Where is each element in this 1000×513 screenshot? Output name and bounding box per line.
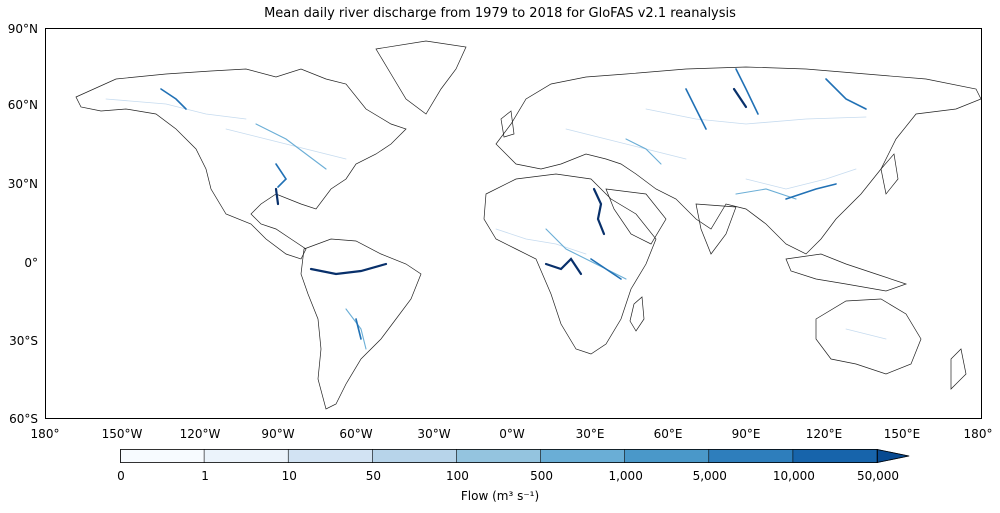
- minor-rivers: [105, 98, 887, 340]
- lat-label-60s: 60°S: [9, 412, 38, 426]
- lon-label-120w: 120°W: [179, 427, 221, 441]
- lon-label-30w: 30°W: [417, 427, 451, 441]
- lon-label-150w: 150°W: [101, 427, 143, 441]
- lon-label-180e: 180°: [963, 427, 993, 441]
- colorbar-segment: [288, 449, 373, 463]
- colorbar-tick-label: 1,000: [608, 469, 643, 483]
- colorbar: [120, 449, 910, 463]
- colorbar-segment: [624, 449, 710, 463]
- colorbar-label: Flow (m³ s⁻¹): [460, 489, 540, 503]
- lon-label-90e: 90°E: [731, 427, 761, 441]
- colorbar-segment: [204, 449, 289, 463]
- world-map: [75, 40, 981, 410]
- new-zealand-outline: [950, 348, 967, 390]
- colorbar-tick-label: 50: [365, 469, 381, 483]
- lat-label-90n: 90°N: [7, 22, 38, 36]
- colorbar-tick-label: 0: [117, 469, 125, 483]
- medium-rivers: [255, 123, 797, 350]
- colorbar-segment: [372, 449, 457, 463]
- colorbar-tick-label: 10: [281, 469, 297, 483]
- coastlines: [75, 40, 981, 410]
- lat-label-30n: 30°N: [7, 177, 38, 191]
- indonesia-outline: [785, 253, 908, 292]
- lon-label-0: 0°W: [499, 427, 525, 441]
- greenland-outline: [375, 40, 467, 115]
- eurasia-outline: [495, 66, 981, 255]
- lon-label-30e: 30°E: [575, 427, 605, 441]
- major-rivers: [274, 87, 748, 276]
- lat-label-60n: 60°N: [7, 98, 38, 112]
- colorbar-border: [120, 449, 878, 463]
- large-rivers: [160, 68, 867, 340]
- colorbar-tick-label: 100: [445, 469, 469, 483]
- africa-outline: [483, 173, 657, 355]
- colorbar-segment: [792, 449, 878, 463]
- lat-label-0: 0°: [24, 256, 38, 270]
- lat-label-30s: 30°S: [9, 334, 38, 348]
- south-america-outline: [300, 238, 422, 410]
- colorbar-tick-label: 500: [530, 469, 553, 483]
- lon-label-150e: 150°E: [883, 427, 921, 441]
- lon-label-60e: 60°E: [653, 427, 683, 441]
- rivers: [105, 68, 887, 350]
- lon-label-120e: 120°E: [805, 427, 843, 441]
- colorbar-tick-label: 50,000: [857, 469, 899, 483]
- colorbar-extend-arrow: [877, 449, 910, 463]
- colorbar-segment: [120, 449, 205, 463]
- colorbar-arrow-border: [876, 449, 910, 463]
- uk-outline: [500, 110, 515, 138]
- australia-outline: [815, 298, 922, 375]
- madagascar-outline: [629, 296, 645, 332]
- lon-label-90w: 90°W: [261, 427, 295, 441]
- india-outline: [695, 203, 737, 255]
- colorbar-tick-label: 5,000: [692, 469, 727, 483]
- japan-outline: [880, 153, 899, 195]
- north-america-outline: [75, 68, 407, 260]
- colorbar-segment: [456, 449, 542, 463]
- arabia-outline: [605, 188, 667, 245]
- colorbar-tick-label: 10,000: [772, 469, 815, 483]
- colorbar-segment: [540, 449, 626, 463]
- lon-label-60w: 60°W: [339, 427, 373, 441]
- map-area: [45, 28, 982, 419]
- lon-label-180w: 180°: [30, 427, 60, 441]
- colorbar-tick-label: 1: [201, 469, 209, 483]
- map-title: Mean daily river discharge from 1979 to …: [264, 6, 736, 21]
- colorbar-segment: [708, 449, 794, 463]
